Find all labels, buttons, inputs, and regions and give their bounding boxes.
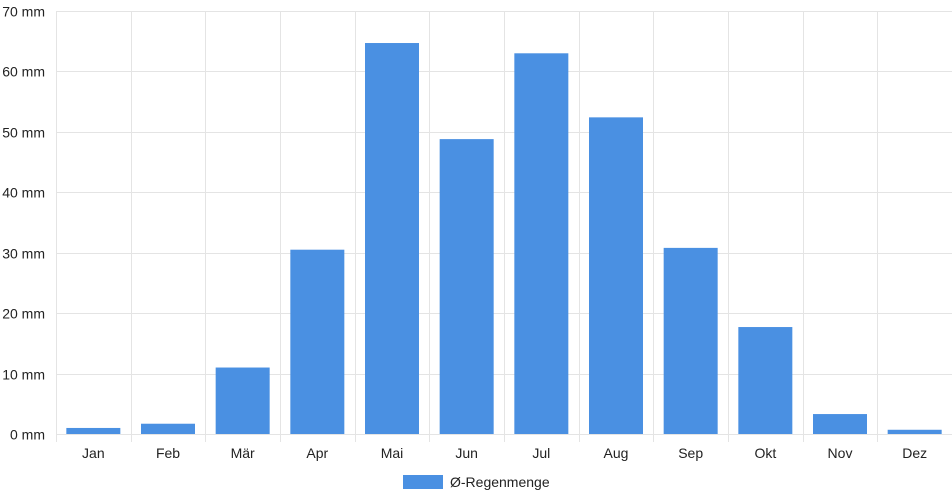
x-tick-label: Jan	[82, 445, 105, 461]
x-tick-label: Jul	[532, 445, 550, 461]
x-tick-label: Feb	[156, 445, 180, 461]
bars	[66, 43, 942, 435]
x-tick-label: Mai	[381, 445, 404, 461]
legend-swatch[interactable]	[403, 475, 443, 489]
bar-okt	[738, 327, 793, 434]
y-tick-label: 10 mm	[2, 367, 45, 383]
bar-nov	[813, 414, 867, 434]
y-tick-label: 70 mm	[2, 4, 45, 20]
y-tick-label: 0 mm	[10, 427, 45, 443]
bar-jul	[514, 53, 569, 435]
y-tick-label: 20 mm	[2, 306, 45, 322]
bar-dez	[887, 429, 942, 434]
bar-aug	[589, 117, 643, 435]
x-tick-label: Apr	[306, 445, 328, 461]
x-tick-label: Sep	[678, 445, 703, 461]
grid	[56, 11, 952, 442]
bar-apr	[290, 249, 345, 434]
legend[interactable]: Ø-Regenmenge	[403, 474, 550, 490]
y-tick-label: 50 mm	[2, 125, 45, 141]
x-tick-label: Jun	[455, 445, 478, 461]
axes: 0 mm 10 mm 20 mm 30 mm 40 mm 50 mm 60 mm 70 mm J…	[2, 4, 927, 462]
x-tick-label: Okt	[754, 445, 776, 461]
bar-mär	[215, 367, 270, 434]
x-tick-label: Aug	[604, 445, 629, 461]
x-tick-label: Dez	[902, 445, 927, 461]
bar-mai	[365, 43, 419, 435]
y-tick-label: 40 mm	[2, 185, 45, 201]
x-tick-label: Mär	[231, 445, 255, 461]
bar-jun	[439, 139, 494, 434]
bar-sep	[663, 247, 718, 434]
legend-label[interactable]: Ø-Regenmenge	[450, 474, 550, 490]
y-tick-label: 60 mm	[2, 64, 45, 80]
y-tick-label: 30 mm	[2, 246, 45, 262]
bar-jan	[66, 427, 121, 434]
x-tick-label: Nov	[828, 445, 853, 461]
bar-feb	[141, 423, 195, 434]
